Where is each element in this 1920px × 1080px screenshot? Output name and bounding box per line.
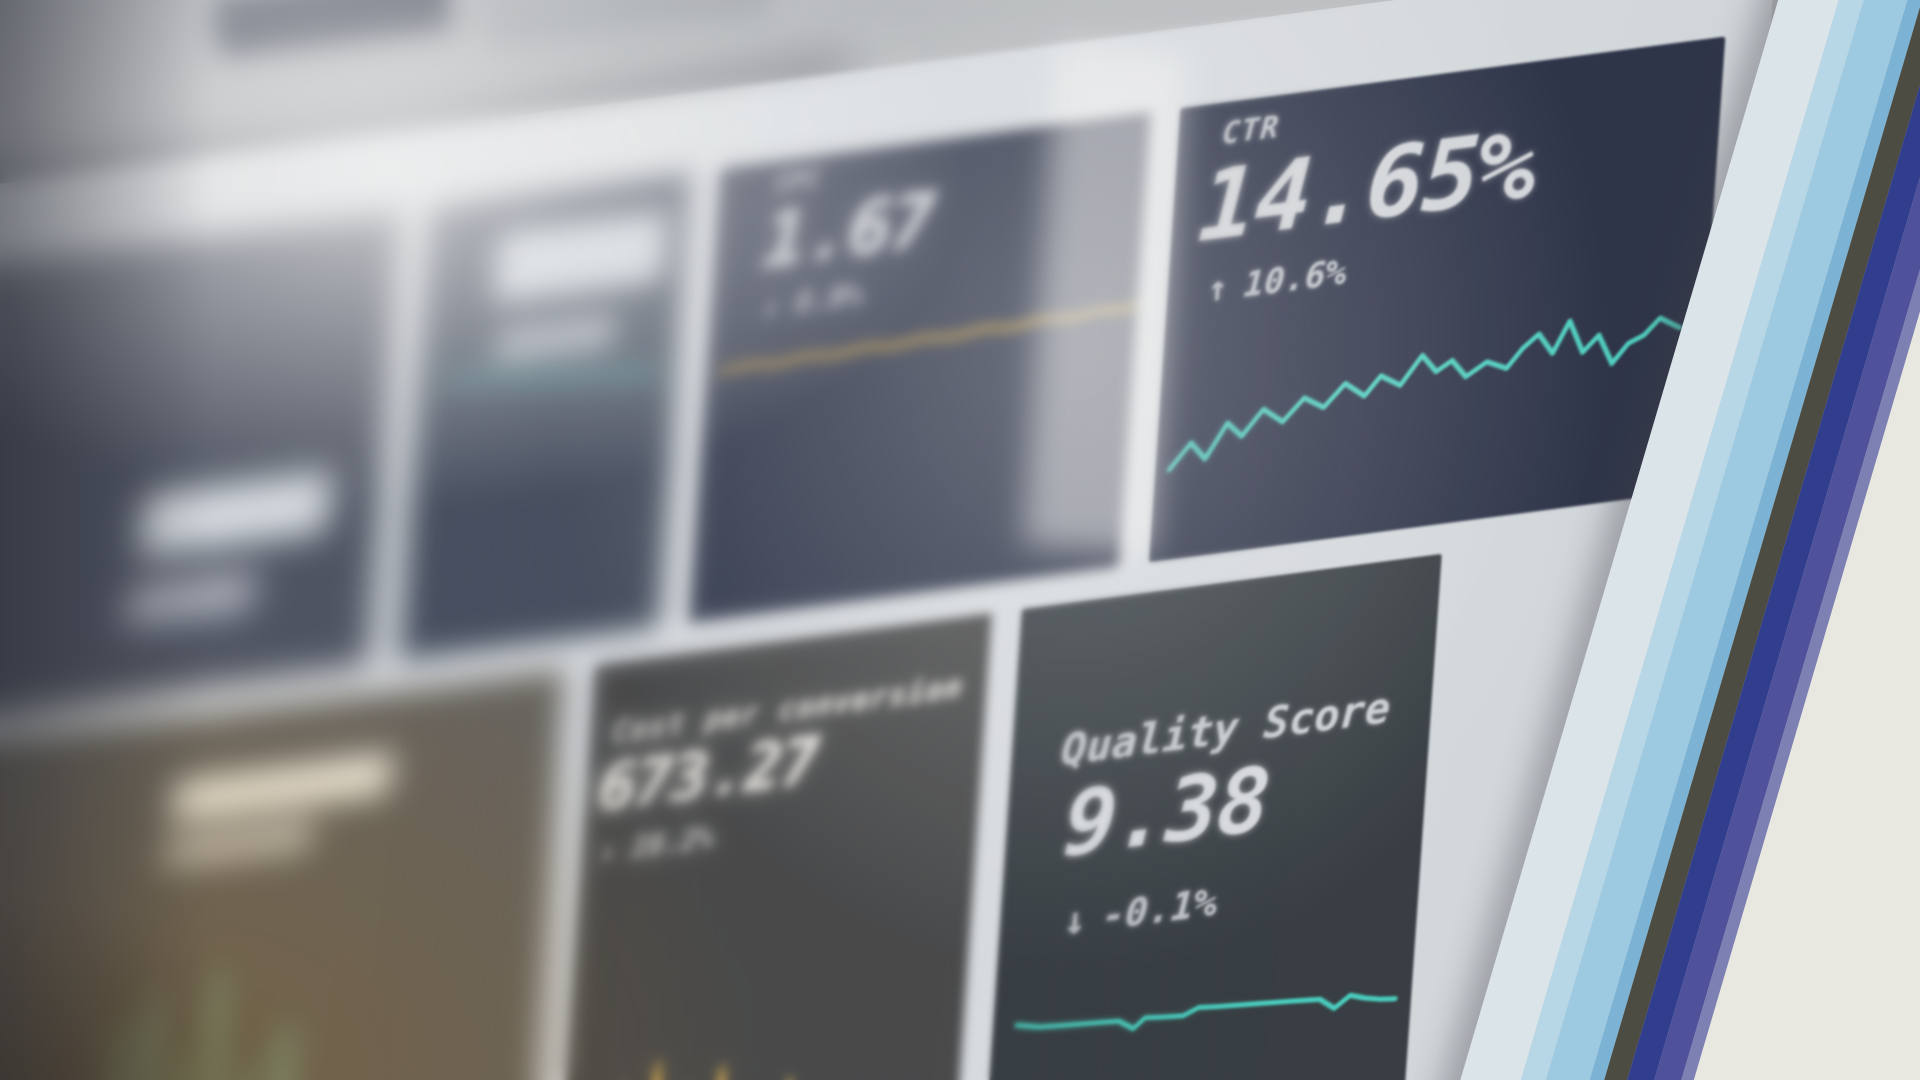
depth-of-field-blur-soft [0, 0, 1920, 1080]
photographed-dashboard-scene: CPC 1.67 ↓ 8.9% CTR 14.65% ↑ 10.6% Cost … [0, 0, 1920, 1080]
